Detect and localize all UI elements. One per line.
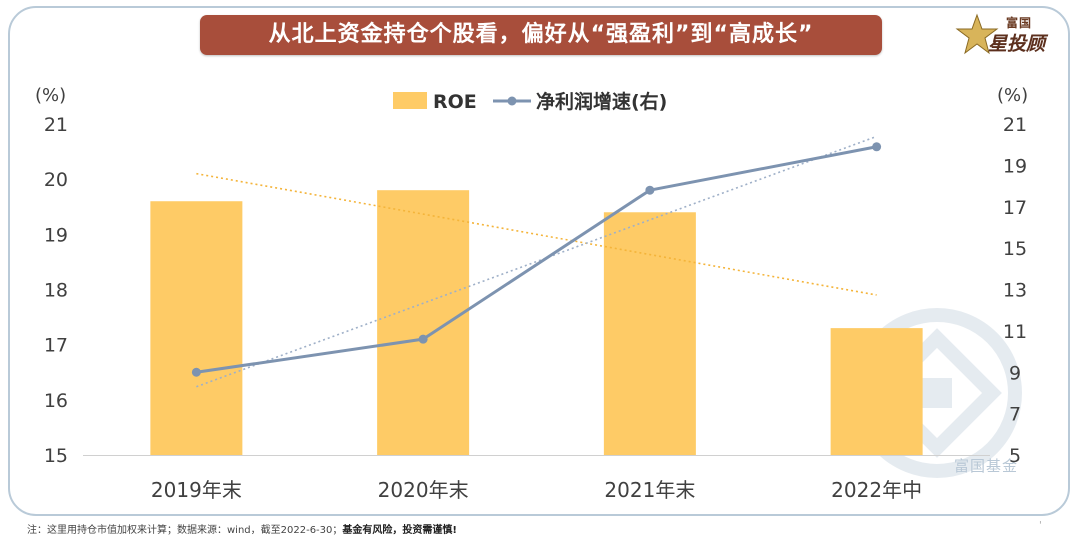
right-axis-tick-label: 17 xyxy=(1003,197,1027,219)
left-axis-tick-label: 21 xyxy=(44,114,68,136)
brand-name-top: 富国 xyxy=(1006,16,1033,30)
footnote-risk-warning: 基金有风险，投资需谨慎! xyxy=(342,525,457,536)
right-axis-tick-label: 15 xyxy=(1003,238,1027,260)
x-axis-tick-label: 2019年末 xyxy=(151,478,242,502)
left-axis-tick-label: 17 xyxy=(44,335,68,357)
right-axis-tick-label: 11 xyxy=(1003,321,1027,343)
right-axis-tick-label: 7 xyxy=(1009,404,1021,426)
roe-bar xyxy=(377,190,470,455)
profit-growth-point xyxy=(872,142,882,152)
left-axis-tick-label: 19 xyxy=(44,224,68,246)
profit-growth-line xyxy=(196,145,877,374)
left-axis-tick-label: 15 xyxy=(44,445,68,467)
profit-growth-point xyxy=(645,185,655,195)
chart-title: 从北上资金持仓个股看，偏好从“强盈利”到“高成长” xyxy=(268,22,814,47)
corner-mark: ' xyxy=(1039,520,1042,531)
right-axis-tick-label: 19 xyxy=(1003,155,1027,177)
x-axis-tick-label: 2022年中 xyxy=(831,478,922,502)
left-axis-unit: (%) xyxy=(35,85,66,106)
x-axis-tick-label: 2021年末 xyxy=(604,478,695,502)
watermark-text: 富国基金 xyxy=(954,457,1019,475)
chart-title-banner: 从北上资金持仓个股看，偏好从“强盈利”到“高成长” xyxy=(200,15,882,55)
legend-profit-growth-marker xyxy=(507,96,517,106)
left-axis-tick-label: 16 xyxy=(44,390,68,412)
right-axis-tick-label: 9 xyxy=(1009,362,1021,384)
brand-logo: 富国 星投顾 xyxy=(955,10,1065,60)
profit-growth-point xyxy=(191,367,201,377)
legend-profit-growth-label: 净利润增速(右) xyxy=(536,90,667,113)
left-axis-tick-label: 20 xyxy=(44,169,68,191)
right-axis-tick-label: 21 xyxy=(1003,114,1027,136)
roe-trendline xyxy=(196,172,877,296)
legend-roe-label: ROE xyxy=(433,91,477,113)
brand-name-bottom: 星投顾 xyxy=(988,33,1046,55)
profit-growth-trendline xyxy=(196,135,877,388)
roe-bar xyxy=(603,212,696,455)
right-axis-tick-label: 5 xyxy=(1009,445,1021,467)
right-axis-unit: (%) xyxy=(997,85,1028,106)
right-axis-tick-label: 13 xyxy=(1003,280,1027,302)
profit-growth-point xyxy=(418,334,428,344)
footnote-source: 注：这里用持仓市值加权来计算；数据来源：wind，截至2022-6-30； xyxy=(27,525,343,536)
roe-bar xyxy=(150,201,243,455)
star-logo-icon xyxy=(955,13,999,55)
left-axis-tick-label: 18 xyxy=(44,280,68,302)
legend-roe-swatch xyxy=(393,92,427,109)
roe-bar xyxy=(830,328,923,455)
x-axis-tick-label: 2020年末 xyxy=(378,478,469,502)
footnote: 注：这里用持仓市值加权来计算；数据来源：wind，截至2022-6-30；基金有… xyxy=(27,521,457,536)
